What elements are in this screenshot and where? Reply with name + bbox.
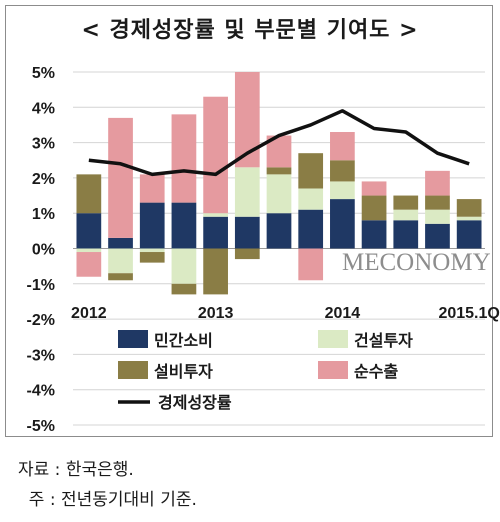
x-tick-label: 2014 <box>325 305 361 322</box>
bar-segment-private_consumption <box>203 216 228 249</box>
y-tick-label: -3% <box>27 347 55 364</box>
bar-segment-facility <box>330 160 355 182</box>
bar-segment-facility <box>171 283 197 295</box>
y-axis-ticks: 5% 4% 3% 2% 1% 0% -1% -2% -3% -4% -5% <box>27 65 55 435</box>
bar-segment-private_consumption <box>393 220 419 249</box>
y-tick-label: -5% <box>27 418 55 435</box>
y-tick-label: 0% <box>32 242 55 259</box>
legend-label-private_consumption: 민간소비 <box>154 331 213 350</box>
legend-label-net_exports: 순수출 <box>354 362 398 381</box>
bar-segment-construction <box>330 181 355 200</box>
bar-segment-net_exports <box>108 117 133 238</box>
bar-segment-facility <box>393 195 419 210</box>
y-tick-label: -2% <box>27 312 55 329</box>
bar-segment-private_consumption <box>139 202 165 249</box>
bar-segment-private_consumption <box>456 220 482 249</box>
bar-segment-private_consumption <box>171 202 197 249</box>
bar-segment-construction <box>298 188 324 210</box>
bar-segment-private_consumption <box>266 213 292 249</box>
footnote: 주 : 전년동기대비 기준. <box>18 490 197 510</box>
bar-segment-facility <box>298 153 324 189</box>
x-tick-label: 2015.1Q <box>438 305 499 322</box>
bar-segment-net_exports <box>203 96 228 214</box>
bar-segment-private_consumption <box>361 220 387 249</box>
legend-swatch-net_exports <box>318 361 348 379</box>
bar-segment-private_consumption <box>108 237 133 249</box>
bar-segment-private_consumption <box>425 223 450 249</box>
bar-segment-construction <box>76 248 102 253</box>
bar-segment-net_exports <box>76 252 102 277</box>
chart-title: < 경제성장률 및 부문별 기여도 > <box>81 18 419 43</box>
source-note: 자료 : 한국은행. <box>18 460 134 480</box>
bar-segment-facility <box>76 174 102 214</box>
bar-segment-net_exports <box>171 114 197 203</box>
growth-rate-line <box>88 109 470 177</box>
legend-swatch-facility <box>118 361 148 379</box>
bar-segment-construction <box>266 174 292 214</box>
x-tick-label: 2013 <box>198 305 234 322</box>
y-tick-label: 1% <box>32 206 55 223</box>
y-tick-label: 5% <box>32 65 55 82</box>
bar-segment-net_exports <box>139 174 165 203</box>
bar-segment-facility <box>456 199 482 217</box>
bar-segment-facility <box>266 167 292 175</box>
bar-segment-construction <box>139 248 165 253</box>
bar-segment-net_exports <box>361 181 387 196</box>
bar-segment-private_consumption <box>76 213 102 249</box>
bar-segment-construction <box>234 167 260 217</box>
bar-segment-facility <box>234 248 260 260</box>
bar-segment-private_consumption <box>330 199 355 249</box>
y-tick-label: -4% <box>27 383 55 400</box>
bar-segment-construction <box>171 248 197 284</box>
legend-label-gdp_line: 경제성장률 <box>158 393 232 412</box>
bar-segment-facility <box>108 273 133 281</box>
bar-segment-construction <box>425 209 450 224</box>
growth-line <box>88 109 470 177</box>
bar-segment-construction <box>203 213 228 217</box>
bar-segment-private_consumption <box>298 209 324 249</box>
bar-segment-net_exports <box>330 132 355 161</box>
x-axis-ticks: 2012 2013 2014 2015.1Q <box>71 305 500 322</box>
bar-segment-construction <box>456 216 482 221</box>
y-tick-label: 3% <box>32 136 55 153</box>
bar-segment-net_exports <box>425 170 450 196</box>
bar-segment-facility <box>203 248 228 295</box>
legend-label-facility: 설비투자 <box>154 362 213 381</box>
watermark: MECONOMY <box>342 249 491 276</box>
legend-label-construction: 건설투자 <box>354 331 413 350</box>
bar-segment-facility <box>139 252 165 263</box>
stacked-bars <box>76 72 482 295</box>
bar-segment-facility <box>425 195 450 210</box>
x-tick-label: 2012 <box>71 305 107 322</box>
legend-swatch-private_consumption <box>118 330 148 348</box>
y-tick-label: -1% <box>27 277 55 294</box>
bar-segment-construction <box>393 209 419 221</box>
y-tick-label: 4% <box>32 100 55 117</box>
bar-segment-construction <box>108 248 133 274</box>
bar-segment-private_consumption <box>234 216 260 249</box>
bar-segment-net_exports <box>298 248 324 281</box>
legend-swatch-construction <box>318 330 348 348</box>
y-tick-label: 2% <box>32 171 55 188</box>
bar-segment-facility <box>361 195 387 221</box>
